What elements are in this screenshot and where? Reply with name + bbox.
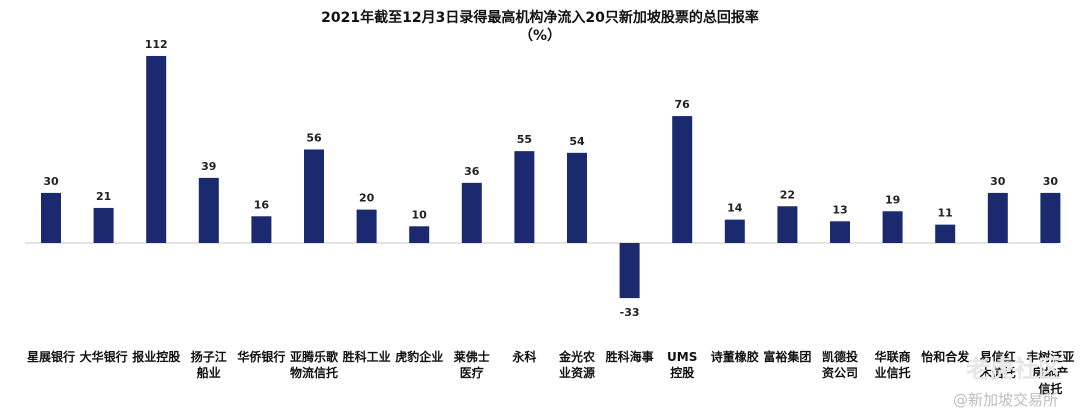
category-label-line: 金光农 <box>558 349 595 364</box>
bar <box>567 152 587 243</box>
category-label-line: 虎豹企业 <box>395 349 443 364</box>
data-label: 56 <box>306 131 322 144</box>
bar <box>146 55 167 244</box>
bar <box>93 207 114 243</box>
bar <box>251 216 272 243</box>
data-label: 76 <box>675 98 691 111</box>
category-label: 亚腾乐歌物流信托 <box>290 349 339 380</box>
bar <box>41 192 61 243</box>
data-label: 13 <box>832 203 847 216</box>
category-label-line: 木信托 <box>979 365 1016 380</box>
category-label-line: 诗董橡胶 <box>711 349 759 364</box>
bar <box>198 177 219 243</box>
category-label: 胜科工业 <box>343 349 391 364</box>
category-label-line: 扬子江 <box>191 349 227 364</box>
category-label-line: 华侨银行 <box>237 349 285 364</box>
category-label-line: 业资源 <box>559 365 595 380</box>
data-label: 11 <box>938 207 953 220</box>
watermark-text: @新加坡交易所 <box>952 391 1058 409</box>
category-label-line: 大华银行 <box>80 349 128 364</box>
category-label: 诗董橡胶 <box>711 349 759 364</box>
category-label: 怡和合发 <box>921 349 970 364</box>
bar <box>514 151 535 243</box>
category-label-line: 报业控股 <box>132 349 181 364</box>
data-label: 19 <box>885 193 900 206</box>
category-label-line: 房地产 <box>1032 365 1068 380</box>
category-label-line: 易信红 <box>980 349 1016 364</box>
category-label-line: 莱佛士 <box>454 349 490 364</box>
category-label: 扬子江船业 <box>191 349 227 380</box>
chart-subtitle: （%） <box>518 28 562 44</box>
bar <box>1040 192 1061 243</box>
watermark-brand: 老虎社区 <box>966 355 1062 383</box>
bar <box>672 116 693 243</box>
bar <box>304 149 324 243</box>
category-label-line: 医疗 <box>460 365 484 380</box>
category-label-line: 胜科海事 <box>606 349 654 364</box>
bar <box>987 192 1008 243</box>
bar <box>935 224 956 243</box>
bar <box>724 219 745 243</box>
category-label: 虎豹企业 <box>395 349 443 364</box>
bar <box>461 182 482 243</box>
bar <box>777 206 798 243</box>
category-label-line: 胜科工业 <box>343 349 391 364</box>
category-label-line: 亚腾乐歌 <box>290 349 339 364</box>
data-label: 16 <box>254 198 270 211</box>
category-label: UMS 控股 <box>667 350 697 380</box>
data-label: 36 <box>464 165 480 178</box>
data-label: -33 <box>620 306 640 319</box>
bar <box>882 211 903 243</box>
data-label: 55 <box>517 133 532 146</box>
bar <box>356 209 377 243</box>
category-label: 莱佛士医疗 <box>454 349 490 380</box>
category-label-line: 资公司 <box>822 365 858 380</box>
category-label: 永科 <box>511 349 536 364</box>
data-label: 20 <box>359 192 375 205</box>
category-label: 华侨银行 <box>237 349 285 364</box>
category-label-line: 凯德投 <box>822 349 858 364</box>
category-label: 凯德投资公司 <box>822 349 858 380</box>
data-label: 54 <box>569 135 585 148</box>
bar <box>830 221 850 243</box>
category-label-line: UMS <box>667 350 697 364</box>
data-label: 10 <box>412 208 428 221</box>
data-label: 30 <box>990 175 1006 188</box>
category-label: 胜科海事 <box>606 349 654 364</box>
data-label: 112 <box>145 38 168 51</box>
category-label: 星展银行 <box>27 349 75 364</box>
category-label-line: 船业 <box>197 365 221 380</box>
category-label: 金光农业资源 <box>558 349 595 380</box>
category-label: 丰树泛亚房地产信托 <box>1026 349 1074 396</box>
category-label-line: 永科 <box>511 349 536 364</box>
bar <box>619 243 640 299</box>
category-label: 富裕集团 <box>763 349 811 364</box>
data-label: 30 <box>1043 175 1059 188</box>
category-label-line: 星展银行 <box>27 349 75 364</box>
data-label: 21 <box>96 190 111 203</box>
data-label: 14 <box>727 202 743 215</box>
category-label-line: 信托 <box>1038 381 1062 396</box>
category-label-line: 业信托 <box>875 365 911 380</box>
bar <box>409 226 430 243</box>
category-label: 华联商业信托 <box>875 349 911 380</box>
data-label: 39 <box>201 160 216 173</box>
data-label: 22 <box>780 188 795 201</box>
category-label: 大华银行 <box>80 349 128 364</box>
category-label-line: 丰树泛亚 <box>1026 349 1074 364</box>
category-label-line: 富裕集团 <box>763 349 811 364</box>
category-label: 报业控股 <box>132 349 181 364</box>
category-label-line: 怡和合发 <box>921 349 970 364</box>
category-label-line: 华联商 <box>875 349 911 364</box>
chart-title: 2021年截至12月3日录得最高机构净流入20只新加坡股票的总回报率 <box>321 10 759 26</box>
category-label-line: 物流信托 <box>290 365 338 380</box>
data-label: 30 <box>43 175 59 188</box>
category-label: 易信红木信托 <box>979 349 1016 380</box>
category-label-line: 控股 <box>670 365 695 380</box>
